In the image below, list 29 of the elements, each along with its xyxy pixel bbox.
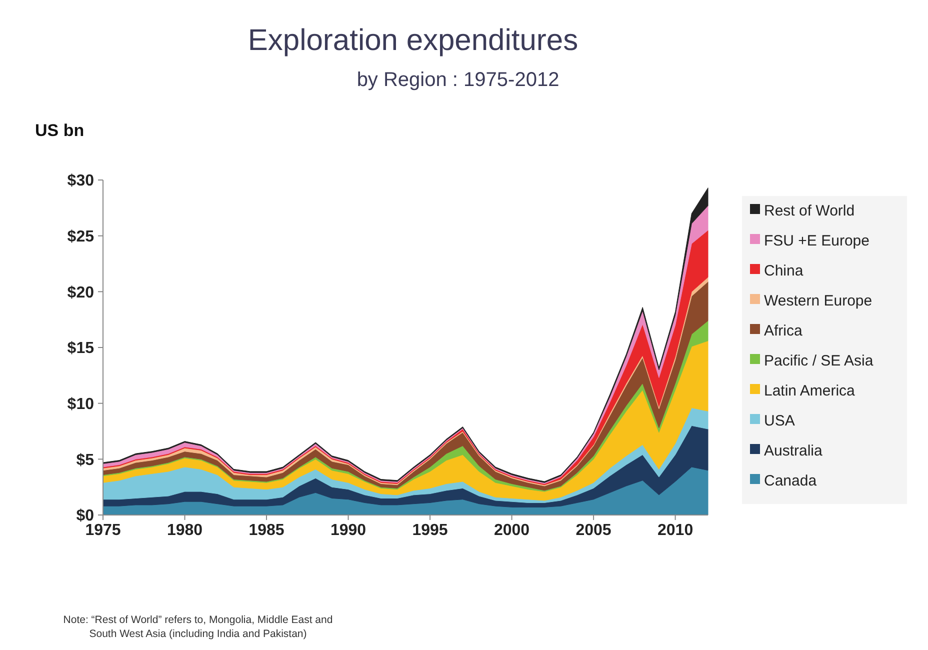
x-tick-label: 1995 [412, 522, 448, 539]
y-tick-label: $25 [67, 228, 94, 246]
legend-label: Pacific / SE Asia [764, 352, 874, 370]
legend-label: FSU +E Europe [764, 232, 870, 250]
chart-title: Exploration expenditures [248, 24, 578, 57]
x-tick-label: 1980 [166, 522, 203, 539]
legend-label: Latin America [764, 382, 856, 400]
legend-label: China [764, 262, 804, 280]
chart-subtitle: by Region : 1975-2012 [356, 69, 560, 91]
x-tick-label: 2010 [658, 522, 694, 539]
x-tick-label: 2000 [494, 522, 530, 539]
y-axis-title: US bn [35, 121, 84, 140]
y-tick-label: $10 [67, 396, 94, 413]
y-tick-label: $15 [67, 340, 94, 358]
legend-label: Western Europe [764, 292, 872, 310]
x-tick-label: 1985 [248, 522, 284, 539]
legend-label: USA [764, 412, 795, 430]
legend-label: Australia [764, 442, 824, 460]
legend-label: Canada [764, 472, 818, 490]
y-tick-label: $0 [76, 508, 94, 525]
y-tick-label: $30 [67, 172, 94, 190]
legend-label: Africa [764, 322, 803, 340]
x-tick-label: 1990 [330, 522, 366, 539]
y-tick-label: $20 [67, 284, 94, 302]
x-tick-label: 1975 [85, 522, 121, 539]
x-tick-label: 2005 [576, 522, 612, 539]
legend-label: Rest of World [764, 202, 855, 220]
text: Note: “Rest of World” refers to, Mongolia, Middle East and South West Asia (including India and Pakistan) [63, 614, 333, 640]
y-tick-label: $5 [76, 452, 94, 469]
